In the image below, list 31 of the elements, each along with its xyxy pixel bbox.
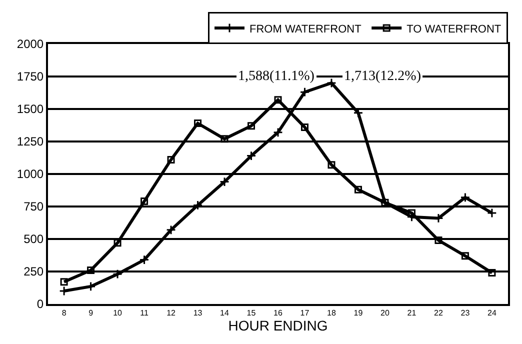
x-tick-label: 24 <box>487 308 497 318</box>
x-tick-label: 10 <box>113 308 123 318</box>
x-tick-label: 13 <box>193 308 203 318</box>
x-tick-label: 21 <box>407 308 417 318</box>
x-tick-label: 17 <box>300 308 310 318</box>
x-tick-label: 14 <box>220 308 230 318</box>
x-tick-label: 19 <box>354 308 364 318</box>
y-tick-label: 1750 <box>16 70 44 84</box>
x-tick-label: 20 <box>380 308 390 318</box>
x-tick-label: 12 <box>166 308 176 318</box>
x-tick-label: 9 <box>88 308 94 318</box>
y-tick-label: 2000 <box>16 37 44 52</box>
annotation: 1,713(12.2%) <box>344 69 422 84</box>
x-tick-label: 8 <box>62 308 67 318</box>
y-tick-label: 250 <box>24 264 44 279</box>
x-tick-label: 15 <box>246 308 256 318</box>
x-tick-label: 22 <box>434 308 444 318</box>
x-tick-label: 18 <box>327 308 336 318</box>
annotation: 1,588(11.1%) <box>238 69 315 84</box>
x-axis-title: HOUR ENDING <box>228 318 328 334</box>
y-tick-label: 500 <box>24 232 44 246</box>
legend-label: TO WATERFRONT <box>406 23 502 36</box>
y-tick-label: 1250 <box>16 134 44 149</box>
y-tick-label: 1500 <box>16 102 44 116</box>
legend-label: FROM WATERFRONT <box>250 23 362 36</box>
x-tick-label: 11 <box>140 308 149 318</box>
y-tick-label: 750 <box>24 200 44 214</box>
y-tick-label: 0 <box>36 297 44 312</box>
x-tick-label: 16 <box>274 308 283 318</box>
y-tick-label: 1000 <box>16 167 44 182</box>
x-tick-label: 23 <box>460 308 470 318</box>
